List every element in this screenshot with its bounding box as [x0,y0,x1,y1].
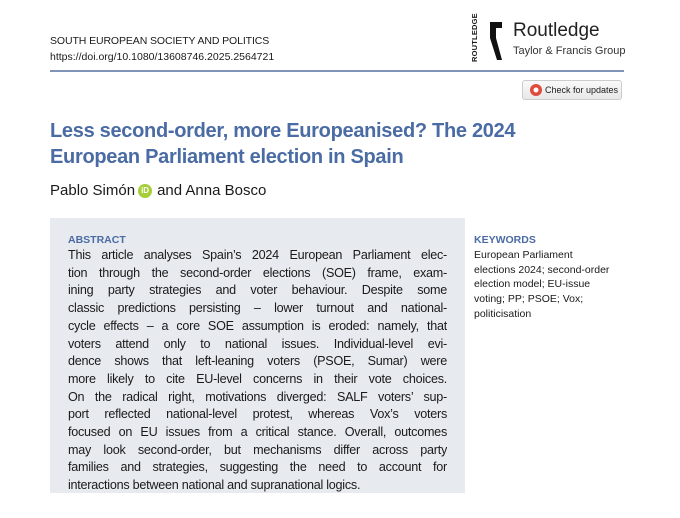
abstract-line: voters attend only to national issues. I… [68,336,447,351]
title-line: European Parliament election in Spain [50,146,404,168]
abstract-line: focused on EU issues from a critical sta… [68,425,447,439]
publisher-logo-icon [490,22,502,60]
keyword-line: elections 2024; second-order [474,263,610,276]
check-updates-icon [530,84,542,96]
authors: Pablo Simón iD and Anna Bosco [50,182,266,199]
abstract-line: cycle effects – a core SOE assumption is… [68,318,447,333]
abstract-box [50,218,465,493]
keyword-line: election model; EU-issue [474,278,591,291]
abstract-line: interactions between national and supran… [68,478,361,493]
journal-name: SOUTH EUROPEAN SOCIETY AND POLITICS [50,35,270,47]
author-name: and Anna Bosco [157,182,267,199]
publisher-name: Routledge [513,20,600,41]
abstract-line: ining party strategies and voter behavio… [68,283,447,298]
check-updates-button[interactable]: Check for updates [522,80,622,100]
abstract-line: classic predictions persisting – lower t… [68,301,447,316]
check-updates-label: Check for updates [545,85,619,95]
abstract-line: On the radical right, motivations diverg… [68,389,447,404]
author-name[interactable]: Pablo Simón [50,182,136,199]
keyword-line: European Parliament [474,249,573,261]
abstract-line: dence shows that left-leaning voters (PS… [68,354,447,369]
abstract-line: tion through the second-order elections … [68,265,447,280]
title-line: Less second-order, more Europeanised? Th… [50,120,516,142]
abstract-line: This article analyses Spain’s 2024 Europ… [68,248,447,262]
abstract-line: families and strategies, suggesting the … [68,460,447,475]
keyword-line: politicisation [474,307,532,320]
header-rule [50,70,624,72]
abstract-line: port reflected national-level protest, w… [68,407,447,422]
orcid-icon[interactable]: iD [138,183,153,198]
abstract-heading: ABSTRACT [68,234,126,246]
publisher-group: Taylor & Francis Group [513,45,626,57]
abstract-line: may look second-order, but mechanisms di… [68,442,447,457]
keyword-line: voting; PP; PSOE; Vox; [474,293,584,306]
abstract-line: more likely to cite EU-level concerns in… [68,371,447,386]
keywords-heading: KEYWORDS [474,234,536,246]
publisher-logo-vertical: ROUTLEDGE [470,13,479,62]
doi-link[interactable]: https://doi.org/10.1080/13608746.2025.25… [50,51,275,63]
